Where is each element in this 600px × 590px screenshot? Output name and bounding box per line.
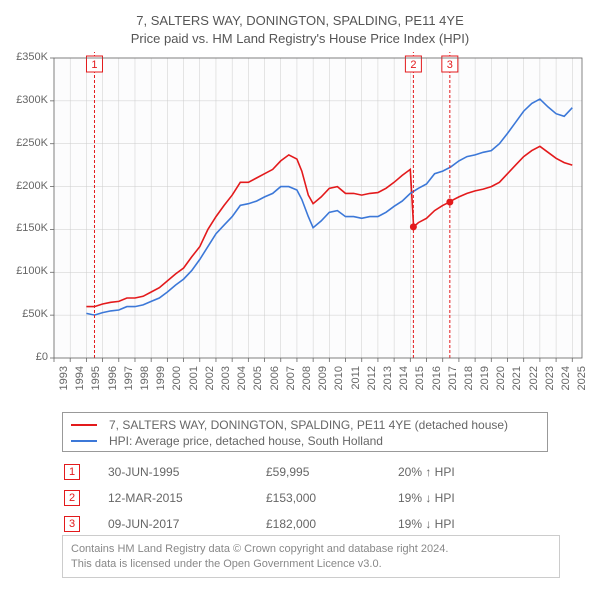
y-tick-label: £50K (0, 308, 48, 320)
x-tick-label: 2000 (171, 366, 183, 406)
x-tick-label: 2002 (204, 366, 216, 406)
x-tick-label: 2018 (463, 366, 475, 406)
marker-row: 1 30-JUN-1995£59,99520% ↑ HPI (64, 460, 508, 484)
x-tick-label: 2015 (414, 366, 426, 406)
legend-swatch (71, 424, 97, 426)
legend-entry: HPI: Average price, detached house, Sout… (71, 433, 539, 449)
marker-delta: 20% ↑ HPI (398, 460, 508, 484)
x-tick-label: 2016 (431, 366, 443, 406)
title-line-2: Price paid vs. HM Land Registry's House … (0, 30, 600, 48)
x-tick-label: 1994 (74, 366, 86, 406)
marker-delta: 19% ↓ HPI (398, 486, 508, 510)
marker-number-box: 1 (64, 464, 80, 480)
y-tick-label: £300K (0, 94, 48, 106)
y-tick-label: £250K (0, 137, 48, 149)
x-tick-label: 2004 (236, 366, 248, 406)
x-tick-label: 2020 (495, 366, 507, 406)
x-tick-label: 2012 (366, 366, 378, 406)
x-tick-label: 2017 (447, 366, 459, 406)
y-tick-label: £350K (0, 51, 48, 63)
x-tick-label: 2008 (301, 366, 313, 406)
legend-swatch (71, 440, 97, 442)
x-tick-label: 2024 (560, 366, 572, 406)
marker-delta: 19% ↓ HPI (398, 512, 508, 536)
x-tick-label: 2006 (269, 366, 281, 406)
legend-label: 7, SALTERS WAY, DONINGTON, SPALDING, PE1… (109, 418, 508, 432)
x-tick-label: 2001 (188, 366, 200, 406)
x-tick-label: 1999 (155, 366, 167, 406)
y-tick-label: £200K (0, 180, 48, 192)
marker-number-box: 3 (64, 516, 80, 532)
x-tick-label: 2023 (544, 366, 556, 406)
marker-row: 3 09-JUN-2017£182,00019% ↓ HPI (64, 512, 508, 536)
title-line-1: 7, SALTERS WAY, DONINGTON, SPALDING, PE1… (0, 12, 600, 30)
legend-label: HPI: Average price, detached house, Sout… (109, 434, 383, 448)
x-tick-label: 2003 (220, 366, 232, 406)
marker-date: 12-MAR-2015 (108, 486, 264, 510)
x-tick-label: 2025 (576, 366, 588, 406)
marker-price: £182,000 (266, 512, 396, 536)
marker-point (446, 199, 453, 206)
marker-price: £59,995 (266, 460, 396, 484)
marker-date: 09-JUN-2017 (108, 512, 264, 536)
chart: 1 2 3 £0 £50K £100K £150K £200K £250K £300K £350K 1… (0, 52, 600, 406)
y-tick-label: £100K (0, 265, 48, 277)
marker-row: 2 12-MAR-2015£153,00019% ↓ HPI (64, 486, 508, 510)
y-tick-label: £150K (0, 222, 48, 234)
chart-title: 7, SALTERS WAY, DONINGTON, SPALDING, PE1… (0, 0, 600, 48)
x-tick-label: 2011 (350, 366, 362, 406)
x-tick-label: 2005 (252, 366, 264, 406)
x-tick-label: 2021 (511, 366, 523, 406)
marker-point (410, 223, 417, 230)
x-tick-label: 2014 (398, 366, 410, 406)
svg-text:1: 1 (91, 59, 97, 71)
svg-text:2: 2 (410, 59, 416, 71)
x-tick-label: 1995 (90, 366, 102, 406)
legend-entry: 7, SALTERS WAY, DONINGTON, SPALDING, PE1… (71, 417, 539, 433)
x-tick-label: 1996 (107, 366, 119, 406)
y-tick-label: £0 (0, 351, 48, 363)
x-tick-label: 2019 (479, 366, 491, 406)
marker-price: £153,000 (266, 486, 396, 510)
x-tick-label: 2022 (528, 366, 540, 406)
attribution-line-1: Contains HM Land Registry data © Crown c… (71, 542, 551, 556)
marker-date: 30-JUN-1995 (108, 460, 264, 484)
marker-table: 1 30-JUN-1995£59,99520% ↑ HPI 2 12-MAR-2015… (62, 458, 510, 538)
x-tick-label: 2010 (333, 366, 345, 406)
x-tick-label: 2007 (285, 366, 297, 406)
x-tick-label: 1998 (139, 366, 151, 406)
x-tick-label: 2013 (382, 366, 394, 406)
attribution: Contains HM Land Registry data © Crown c… (62, 535, 560, 578)
x-tick-label: 1993 (58, 366, 70, 406)
legend: 7, SALTERS WAY, DONINGTON, SPALDING, PE1… (62, 412, 548, 452)
x-tick-label: 2009 (317, 366, 329, 406)
attribution-line-2: This data is licensed under the Open Gov… (71, 557, 551, 571)
x-tick-label: 1997 (123, 366, 135, 406)
svg-text:3: 3 (447, 59, 453, 71)
marker-number-box: 2 (64, 490, 80, 506)
